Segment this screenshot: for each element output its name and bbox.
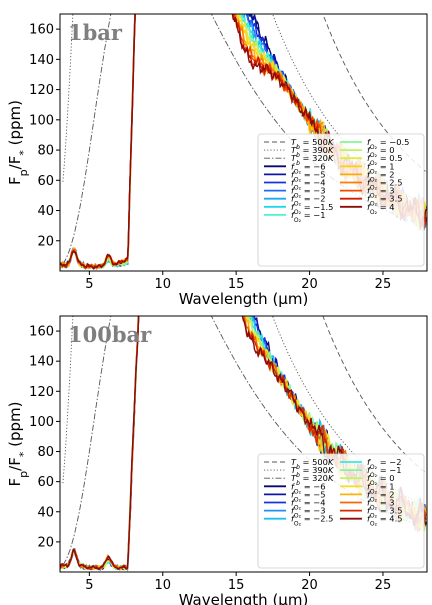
y-tick-label: 140 — [29, 53, 54, 68]
y-tick-label: 80 — [37, 144, 54, 159]
y-tick-label: 20 — [37, 234, 54, 249]
x-axis-label: Wavelength (μm) — [179, 290, 309, 308]
y-tick-label: 20 — [37, 535, 54, 550]
x-tick-label: 15 — [228, 277, 245, 292]
x-tick-label: 15 — [228, 578, 245, 593]
y-tick-label: 40 — [37, 204, 54, 219]
y-tick-label: 120 — [29, 385, 54, 400]
y-tick-label: 100 — [29, 113, 54, 128]
y-tick-label: 60 — [37, 475, 54, 490]
x-tick-label: 10 — [154, 277, 171, 292]
blackbody-curve-500 — [322, 316, 426, 474]
x-tick-label: 25 — [375, 578, 392, 593]
y-tick-label: 140 — [29, 355, 54, 370]
x-tick-label: 20 — [301, 578, 318, 593]
chart-panel-1: 5 10 15 20 25 20 40 60 80 100 120 140 160 1bar Wavelen… — [6, 13, 428, 308]
y-tick-label: 160 — [29, 23, 54, 38]
plot-frame — [59, 13, 428, 272]
x-tick-label: 10 — [154, 578, 171, 593]
blackbody-curve-320 — [62, 14, 426, 265]
plot-frame — [59, 315, 428, 573]
x-tick-label: 5 — [85, 578, 93, 593]
x-tick-label: 5 — [85, 277, 93, 292]
x-tick-label: 20 — [301, 277, 318, 292]
chart-panel-2: 5 10 15 20 25 20 40 60 80 100 120 140 160 100bar Wavel… — [6, 315, 428, 605]
x-tick-label: 25 — [375, 277, 392, 292]
y-axis-label: Fp/F* (ppm) — [6, 402, 30, 487]
y-tick-label: 40 — [37, 505, 54, 520]
x-axis-label: Wavelength (μm) — [179, 591, 309, 605]
panel-label: 100bar — [68, 322, 152, 347]
y-tick-label: 60 — [37, 174, 54, 189]
panel-label: 1bar — [68, 20, 123, 45]
legend-box — [257, 133, 425, 267]
y-tick-label: 100 — [29, 415, 54, 430]
y-tick-label: 120 — [29, 83, 54, 98]
y-tick-label: 80 — [37, 445, 54, 460]
y-axis-label: Fp/F* (ppm) — [6, 100, 30, 185]
y-tick-label: 160 — [29, 325, 54, 340]
